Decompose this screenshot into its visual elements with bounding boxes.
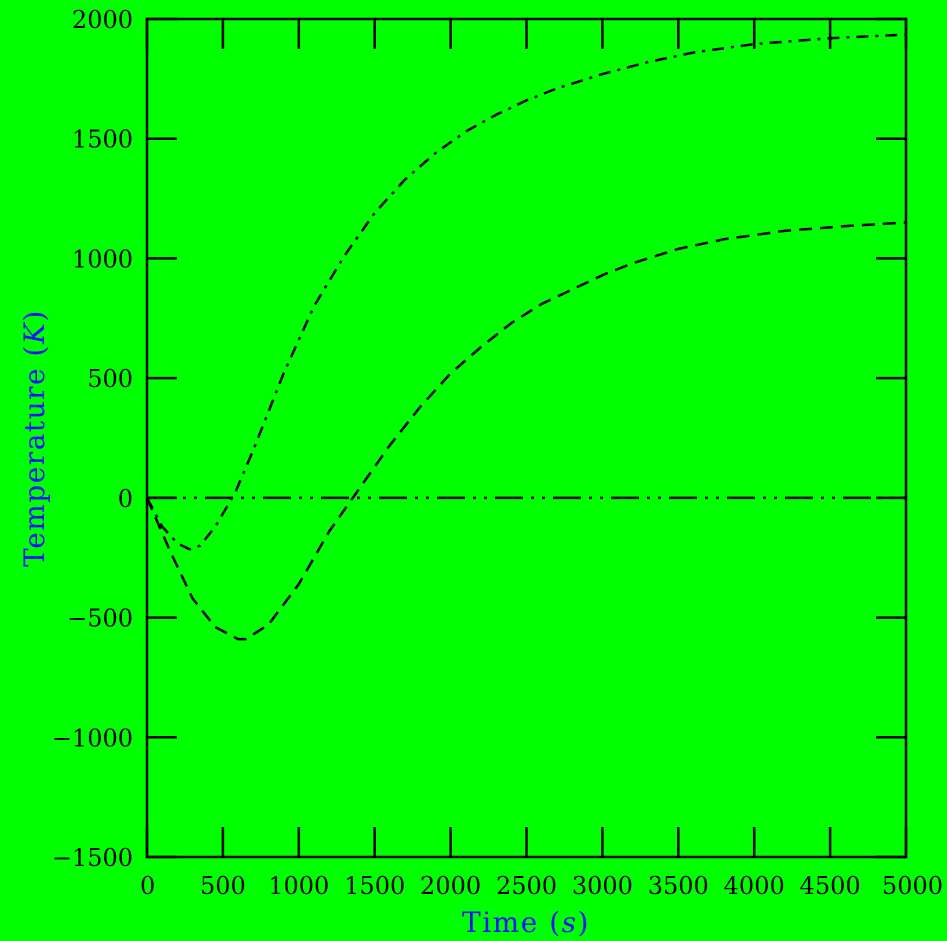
y-tick-label: 500 xyxy=(87,365,133,393)
x-tick-label: 1000 xyxy=(268,872,329,900)
x-axis-title: Time (s) xyxy=(462,906,590,939)
y-axis-title: Temperature (K) xyxy=(18,309,51,567)
x-tick-label: 0 xyxy=(140,872,155,900)
y-tick-label: −1500 xyxy=(52,844,133,872)
y-tick-labels: −1500 −1000 −500 0 500 1000 1500 2000 xyxy=(52,6,133,872)
x-tick-label: 3000 xyxy=(572,872,633,900)
x-axis-close-paren: ) xyxy=(578,906,590,939)
x-tick-label: 4500 xyxy=(800,872,861,900)
x-tick-label: 1500 xyxy=(344,872,405,900)
x-tick-label: 5000 xyxy=(882,872,943,900)
x-axis-unit: s xyxy=(562,906,578,939)
series-line-1-dash-dot xyxy=(145,33,907,551)
y-axis-title-text: Temperature xyxy=(18,367,51,567)
y-axis-unit: K xyxy=(18,321,51,345)
y-tick-label: −1000 xyxy=(52,724,133,752)
x-tick-label: 2000 xyxy=(420,872,481,900)
y-axis-open-paren: ( xyxy=(18,344,51,367)
x-axis-title-text: Time xyxy=(462,906,539,939)
x-tick-labels: 0 500 1000 1500 2000 2500 3000 3500 4000 4500 5000 xyxy=(140,872,943,900)
plot-frame xyxy=(145,17,908,859)
x-tick-label: 500 xyxy=(200,872,246,900)
y-tick-label: 0 xyxy=(118,485,133,513)
series-layer xyxy=(145,33,907,641)
y-tick-label: 1500 xyxy=(72,126,133,154)
x-axis-open-paren: ( xyxy=(539,906,562,939)
y-tick-label: 2000 xyxy=(72,6,133,34)
x-tick-label: 2500 xyxy=(496,872,557,900)
y-tick-label: −500 xyxy=(67,605,133,633)
x-tick-label: 3500 xyxy=(648,872,709,900)
x-tick-label: 4000 xyxy=(724,872,785,900)
tick-marks xyxy=(145,17,908,859)
y-axis-close-paren: ) xyxy=(18,309,51,321)
series-line-2-dash xyxy=(145,221,907,641)
y-tick-label: 1000 xyxy=(72,245,133,273)
